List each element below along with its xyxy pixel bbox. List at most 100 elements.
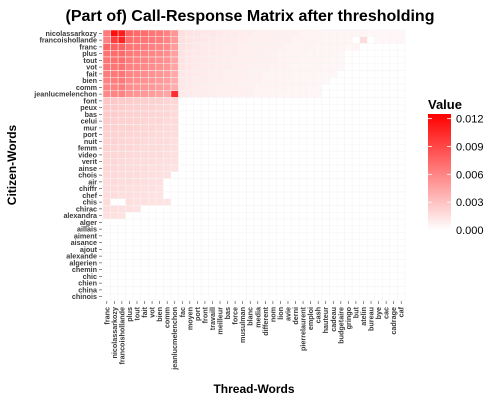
- heatmap-cell: [238, 245, 247, 253]
- heatmap-cell: [314, 205, 323, 213]
- heatmap-cell: [306, 218, 315, 226]
- heatmap-cell: [117, 36, 126, 44]
- x-tick-label: bye: [374, 307, 383, 319]
- heatmap-cell: [163, 218, 172, 226]
- heatmap-cell: [351, 36, 360, 44]
- heatmap-cell: [374, 50, 383, 58]
- heatmap-cell: [344, 218, 353, 226]
- chart-title: (Part of) Call-Response Matrix after thr…: [66, 8, 435, 25]
- heatmap-cell: [178, 83, 187, 91]
- heatmap-cell: [382, 124, 391, 132]
- heatmap-cell: [306, 158, 315, 166]
- heatmap-cell: [253, 36, 262, 44]
- heatmap-cell: [329, 151, 338, 159]
- heatmap-cell: [246, 171, 255, 179]
- heatmap-cell: [329, 131, 338, 139]
- heatmap-cell: [163, 164, 172, 172]
- heatmap-cell: [299, 144, 308, 152]
- heatmap-cell: [382, 29, 391, 37]
- heatmap-cell: [231, 252, 240, 260]
- heatmap-cell: [261, 164, 270, 172]
- heatmap-cell: [253, 232, 262, 240]
- heatmap-cell: [140, 144, 149, 152]
- heatmap-cell: [374, 43, 383, 51]
- heatmap-cell: [231, 77, 240, 85]
- heatmap-cell: [163, 77, 172, 85]
- heatmap-cell: [193, 178, 202, 186]
- heatmap-cell: [374, 137, 383, 145]
- heatmap-cell: [344, 252, 353, 260]
- heatmap-cell: [283, 171, 293, 179]
- heatmap-cell: [382, 198, 391, 206]
- heatmap-cell: [291, 144, 300, 152]
- heatmap-cell: [336, 191, 345, 199]
- heatmap-cell: [185, 164, 194, 172]
- heatmap-cell: [306, 178, 315, 186]
- heatmap-cell: [359, 279, 368, 287]
- heatmap-cell: [306, 286, 315, 294]
- heatmap-cell: [208, 279, 217, 287]
- heatmap-cell: [306, 185, 315, 193]
- legend-tick-label: 0.012: [456, 114, 484, 126]
- heatmap-cell: [117, 144, 126, 152]
- heatmap-cell: [246, 158, 255, 166]
- heatmap-cell: [208, 144, 217, 152]
- heatmap-cell: [268, 63, 277, 71]
- heatmap-cell: [140, 77, 149, 85]
- heatmap-cell: [155, 286, 164, 294]
- heatmap-cell: [148, 225, 157, 233]
- heatmap-cell: [132, 151, 141, 159]
- heatmap-cell: [306, 77, 315, 85]
- heatmap-cell: [155, 185, 164, 193]
- heatmap-cell: [246, 77, 255, 85]
- heatmap-cell: [117, 90, 126, 98]
- heatmap-cell: [389, 164, 398, 172]
- heatmap-cell: [185, 279, 194, 287]
- heatmap-cell: [238, 70, 247, 78]
- heatmap-cell: [397, 104, 406, 112]
- x-tick-label: bas: [223, 307, 232, 319]
- heatmap-cell: [314, 164, 323, 172]
- heatmap-cell: [306, 164, 315, 172]
- x-tick-label: different: [261, 306, 270, 335]
- heatmap-cell: [193, 185, 202, 193]
- heatmap-cell: [283, 104, 293, 112]
- heatmap-cell: [102, 56, 111, 64]
- heatmap-cell: [155, 225, 164, 233]
- heatmap-cell: [216, 117, 225, 125]
- heatmap-cell: [132, 83, 141, 91]
- heatmap-cell: [299, 104, 308, 112]
- heatmap-cell: [117, 191, 126, 199]
- y-tick-label: plus: [82, 49, 97, 58]
- x-tick-label: nicolassarkozy: [110, 307, 119, 359]
- heatmap-cell: [314, 56, 323, 64]
- heatmap-cell: [276, 137, 285, 145]
- heatmap-cell: [374, 178, 383, 186]
- heatmap-cell: [140, 245, 149, 253]
- heatmap-cell: [336, 144, 345, 152]
- x-tick-label: vot: [148, 306, 157, 317]
- x-tick-label: cash: [314, 307, 323, 323]
- heatmap-cell: [208, 158, 217, 166]
- heatmap-cell: [336, 279, 345, 287]
- heatmap-cell: [216, 293, 225, 301]
- heatmap-cell: [140, 131, 149, 139]
- heatmap-cell: [216, 29, 225, 37]
- heatmap-cell: [321, 272, 330, 280]
- heatmap-cell: [367, 104, 376, 112]
- x-tick-label: jeanlucmelenchon: [170, 307, 179, 371]
- heatmap-cell: [238, 171, 247, 179]
- heatmap-cell: [125, 56, 134, 64]
- y-tick-label: chemin: [72, 265, 97, 274]
- heatmap-cell: [246, 70, 255, 78]
- heatmap-cell: [329, 110, 338, 118]
- heatmap-cell: [268, 43, 277, 51]
- x-tick-label: avie: [283, 307, 292, 321]
- heatmap-cell: [397, 259, 406, 267]
- heatmap-cell: [193, 259, 202, 267]
- heatmap-cell: [344, 185, 353, 193]
- legend-tick-label: 0.009: [456, 141, 484, 153]
- heatmap-cell: [261, 144, 270, 152]
- heatmap-cell: [389, 191, 398, 199]
- heatmap-cell: [125, 83, 134, 91]
